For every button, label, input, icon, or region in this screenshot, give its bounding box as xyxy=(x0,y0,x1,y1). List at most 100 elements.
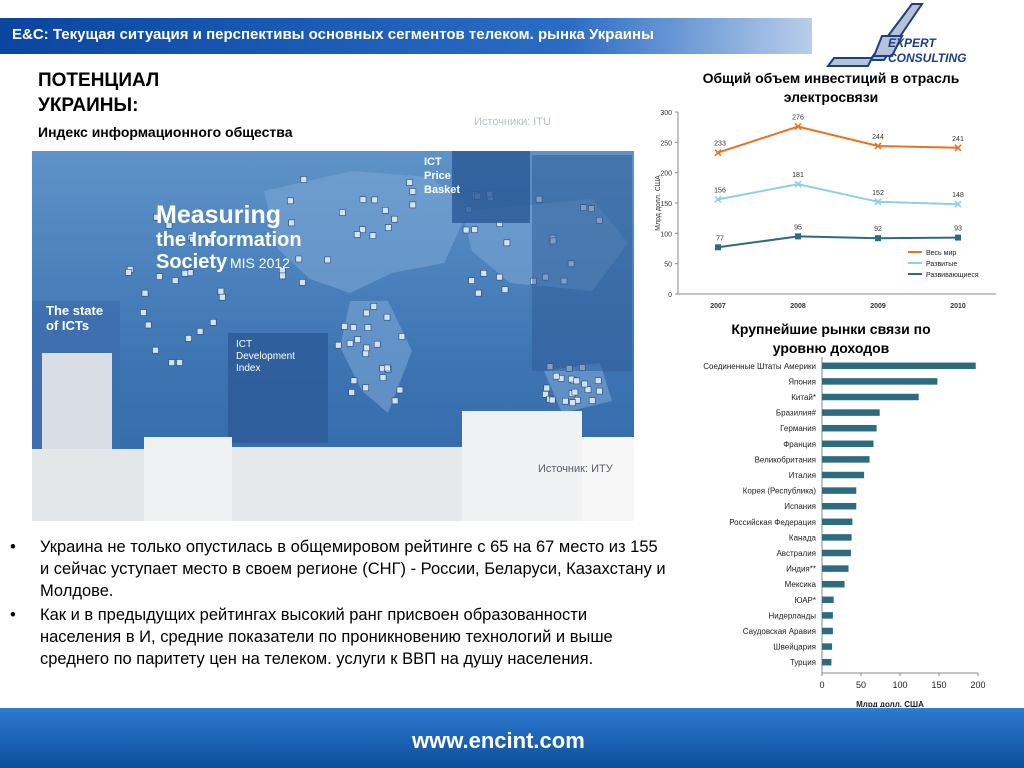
revenue-bar-chart: Соединенные Штаты Америки Япония Китай* Бра… xyxy=(703,357,986,707)
x-tick-label: 2010 xyxy=(950,303,966,310)
country-marker xyxy=(288,219,295,227)
country-marker xyxy=(462,226,470,234)
country-marker xyxy=(217,287,225,295)
legend-entry: Развитые xyxy=(926,261,957,268)
country-marker xyxy=(354,336,362,343)
x-tick-label: 2008 xyxy=(790,303,806,310)
bar xyxy=(822,456,870,463)
map-title-line1: Measuring xyxy=(156,201,281,229)
price-basket-line2: Price xyxy=(424,170,451,182)
country-marker xyxy=(364,324,372,331)
section-heading-line1: ПОТЕНЦИАЛ xyxy=(38,70,160,91)
data-label: 92 xyxy=(874,226,882,233)
series-point xyxy=(715,244,721,251)
country-marker xyxy=(152,346,159,354)
country-marker xyxy=(409,188,417,195)
bar xyxy=(822,643,833,650)
bar xyxy=(822,549,851,557)
category-label: Китай* xyxy=(791,393,816,402)
logo-line2: CONSULTING xyxy=(888,51,966,65)
bullet-text: Как и в предыдущих рейтингах высокий ран… xyxy=(40,606,613,668)
x-axis-label: Млрд долл. США xyxy=(856,700,924,707)
data-label: 93 xyxy=(954,226,962,233)
idi-line3: Index xyxy=(236,363,260,374)
footer-url[interactable]: www.encint.com xyxy=(412,728,585,753)
category-label: Индия** xyxy=(786,565,816,574)
country-marker xyxy=(391,397,399,405)
country-marker xyxy=(353,231,361,238)
country-marker xyxy=(569,399,576,406)
map-source-top: Источники: ITU xyxy=(474,116,551,128)
country-marker xyxy=(468,277,475,284)
country-marker xyxy=(581,380,589,388)
bar xyxy=(822,440,874,448)
country-marker xyxy=(573,377,581,385)
data-label: 95 xyxy=(794,224,802,231)
data-label: 244 xyxy=(872,134,884,141)
data-label: 148 xyxy=(952,192,964,199)
x-tick-label: 2009 xyxy=(870,303,886,310)
country-marker xyxy=(561,397,569,405)
country-marker xyxy=(363,309,370,317)
header-bar: E&C: Текущая ситуация и перспективы осно… xyxy=(0,18,812,54)
idi-line2: Development xyxy=(236,351,295,362)
map-title-suffix: MIS 2012 xyxy=(230,255,290,271)
y-tick-label: 50 xyxy=(664,262,672,269)
series-point xyxy=(954,144,962,152)
series-line-1 xyxy=(717,125,959,154)
country-marker xyxy=(204,237,212,245)
country-marker xyxy=(145,321,152,329)
country-marker xyxy=(501,286,509,293)
y-tick-label: 100 xyxy=(660,231,672,238)
country-marker xyxy=(346,340,354,347)
series-point xyxy=(714,149,722,157)
bar xyxy=(822,471,865,479)
country-marker xyxy=(594,377,602,384)
category-label: Австралия xyxy=(776,549,816,558)
country-marker xyxy=(391,215,399,223)
country-marker xyxy=(398,333,406,340)
category-label: Турция xyxy=(790,658,816,667)
mis-report-image: Measuring the Information Society MIS 20… xyxy=(32,151,634,521)
category-label: Российская Федерация xyxy=(729,518,816,527)
line-chart-title-line2: электросвязи xyxy=(783,89,879,105)
series-point xyxy=(875,235,881,242)
country-marker xyxy=(341,323,348,330)
y-tick-label: 150 xyxy=(660,201,672,208)
country-marker xyxy=(383,364,391,372)
map-source-bottom: Источник: ИТУ xyxy=(538,463,613,475)
series-point xyxy=(714,195,722,203)
bar-chart-title-line1: Крупнейшие рынки связи по xyxy=(731,321,931,337)
data-label: 77 xyxy=(716,235,724,242)
country-markers xyxy=(125,176,603,406)
bar xyxy=(822,424,877,432)
bullet-item: • Как и в предыдущих рейтингах высокий ра… xyxy=(10,606,613,668)
country-marker xyxy=(176,359,183,366)
bar xyxy=(822,565,849,572)
country-marker xyxy=(475,289,482,297)
x-tick-label: 150 xyxy=(931,680,946,690)
country-marker xyxy=(209,319,217,326)
series-point xyxy=(794,122,802,131)
price-basket-line3: Basket xyxy=(424,184,460,196)
country-marker xyxy=(571,388,579,396)
bar xyxy=(822,658,832,666)
country-marker xyxy=(189,236,196,243)
country-marker xyxy=(471,226,478,233)
bar xyxy=(822,534,852,541)
bar xyxy=(822,502,857,510)
country-marker xyxy=(279,272,286,280)
category-label: Бразилия# xyxy=(776,409,817,418)
country-marker xyxy=(588,397,596,404)
mis-map-graphic: Measuring the Information Society MIS 20… xyxy=(32,151,634,521)
data-label: 241 xyxy=(952,136,964,143)
x-tick-label: 2007 xyxy=(710,303,726,310)
country-marker xyxy=(543,384,551,392)
bullet-item: • Украина не только опустилась в общемиро… xyxy=(10,538,666,600)
country-marker xyxy=(379,374,387,381)
country-marker xyxy=(140,309,147,316)
line-chart-title-line1: Общий объем инвестиций в отрасль xyxy=(702,70,960,86)
bar-chart-title: Крупнейшие рынки связи по уровню доходов xyxy=(650,320,1012,358)
country-marker xyxy=(156,273,163,280)
y-tick-label: 300 xyxy=(660,110,672,117)
